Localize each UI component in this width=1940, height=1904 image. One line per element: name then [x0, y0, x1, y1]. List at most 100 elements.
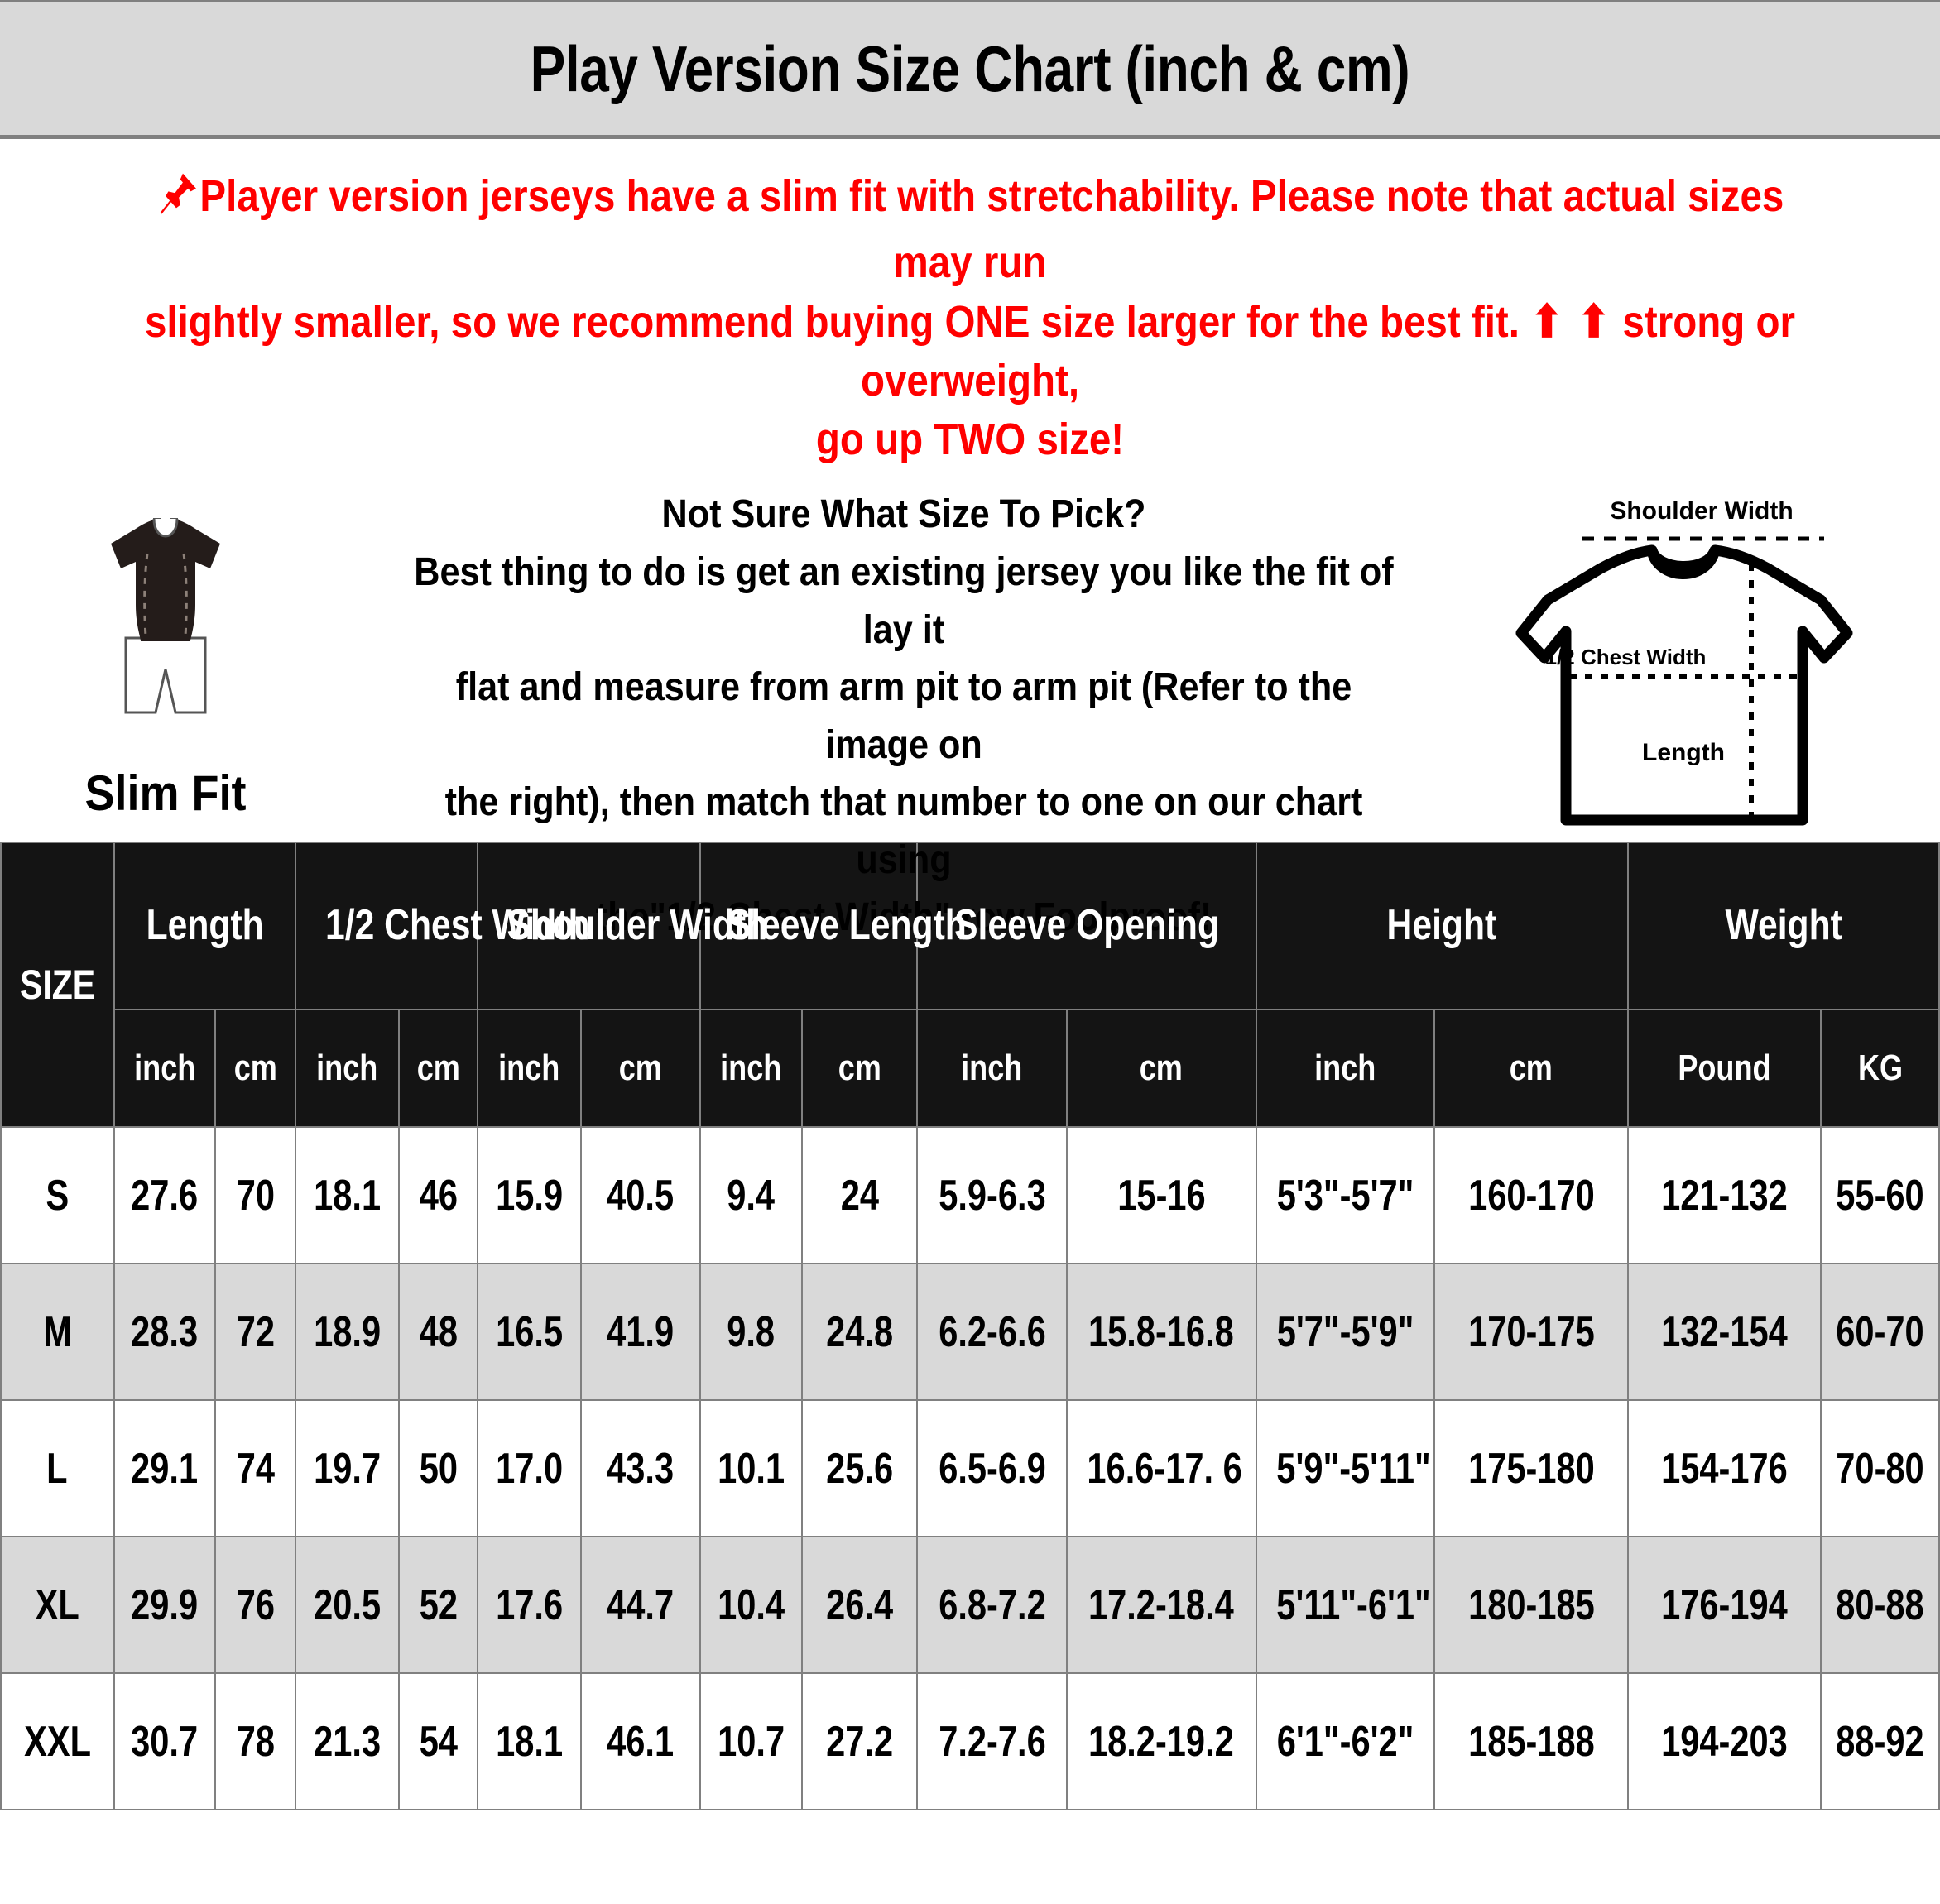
guide-body-line-2: flat and measure from arm pit to arm pit…	[455, 665, 1352, 767]
cell-value: 74	[214, 1399, 297, 1538]
cell-value: 5.9-6.3	[916, 1126, 1068, 1265]
cell-value: 50	[397, 1399, 479, 1538]
cell-value: 52	[397, 1536, 479, 1675]
table-row: L 29.1 74 19.7 50 17.0 43.3 10.1 25.6 6.5-6.9 16.6…	[0, 1399, 1940, 1538]
cell-value: 21.3	[295, 1672, 400, 1811]
half-chest-width-label: 1/2 Chest Width	[1545, 645, 1707, 669]
unit-weight-pound: Pound	[1626, 1009, 1822, 1129]
slim-fit-label: Slim Fit	[84, 765, 247, 822]
cell-value: 10.1	[699, 1399, 803, 1538]
cell-value: 20.5	[295, 1536, 400, 1675]
unit-length-cm: cm	[214, 1009, 297, 1129]
cell-value: 27.6	[113, 1126, 217, 1265]
cell-value: 44.7	[579, 1536, 701, 1675]
cell-value: 15.9	[477, 1126, 582, 1265]
cell-value: 80-88	[1820, 1536, 1940, 1675]
unit-length-inch: inch	[113, 1009, 217, 1129]
notice-line-1: Player version jerseys have a slim fit w…	[199, 171, 1784, 288]
guide-body-line-4: the"1/2 Chest Width" row.Foolproof!	[595, 895, 1212, 940]
cell-value: 9.4	[699, 1126, 803, 1265]
col-header-height: Height	[1255, 842, 1629, 1011]
col-header-size: SIZE	[0, 842, 115, 1129]
unit-sleeve-length-cm: cm	[800, 1009, 919, 1129]
cell-value: 132-154	[1626, 1263, 1822, 1402]
cell-value: 72	[214, 1263, 297, 1402]
cell-value: 16.6-17. 6	[1065, 1399, 1257, 1538]
cell-value: 40.5	[579, 1126, 701, 1265]
notice-line-3: go up TWO size!	[815, 415, 1125, 465]
cell-size: M	[0, 1263, 115, 1402]
cell-value: 10.4	[699, 1536, 803, 1675]
unit-height-cm: cm	[1433, 1009, 1629, 1129]
tshirt-measurement-diagram: Shoulder Width 1/2 Chest Width Length	[1477, 486, 1940, 847]
cell-value: 175-180	[1433, 1399, 1629, 1538]
table-head: SIZE Length 1/2 Chest Width Shoulder Wid…	[0, 842, 1940, 1129]
cell-value: 70	[214, 1126, 297, 1265]
cell-value: 78	[214, 1672, 297, 1811]
cell-value: 17.2-18.4	[1065, 1536, 1257, 1675]
guide-body-line-1: Best thing to do is get an existing jers…	[414, 549, 1394, 652]
cell-value: 185-188	[1433, 1672, 1629, 1811]
cell-value: 5'7"-5'9"	[1255, 1263, 1436, 1402]
up-arrow-icon: ⬆ ⬆	[1530, 296, 1612, 347]
cell-value: 25.6	[800, 1399, 919, 1538]
table-row: XL 29.9 76 20.5 52 17.6 44.7 10.4 26.4 6.8-7.2 17.…	[0, 1536, 1940, 1675]
cell-value: 29.1	[113, 1399, 217, 1538]
cell-value: 18.1	[477, 1672, 582, 1811]
guide-heading: Not Sure What Size To Pick?	[661, 492, 1146, 537]
col-header-length: Length	[113, 842, 297, 1011]
col-header-sleeve-opening: Sleeve Opening	[916, 842, 1257, 1011]
cell-value: 46.1	[579, 1672, 701, 1811]
cell-value: 7.2-7.6	[916, 1672, 1068, 1811]
slim-fit-block: Slim Fit	[0, 486, 331, 822]
cell-value: 6.8-7.2	[916, 1536, 1068, 1675]
cell-value: 28.3	[113, 1263, 217, 1402]
cell-value: 70-80	[1820, 1399, 1940, 1538]
cell-value: 46	[397, 1126, 479, 1265]
cell-value: 121-132	[1626, 1126, 1822, 1265]
cell-value: 26.4	[800, 1536, 919, 1675]
cell-size: XXL	[0, 1672, 115, 1811]
size-notice: Player version jerseys have a slim fit w…	[0, 139, 1940, 477]
cell-value: 88-92	[1820, 1672, 1940, 1811]
size-chart-table: SIZE Length 1/2 Chest Width Shoulder Wid…	[0, 842, 1940, 1811]
unit-shoulder-inch: inch	[477, 1009, 582, 1129]
unit-sleeve-opening-cm: cm	[1065, 1009, 1257, 1129]
unit-height-inch: inch	[1255, 1009, 1436, 1129]
size-guide-text: Not Sure What Size To Pick? Best thing t…	[331, 486, 1477, 947]
cell-value: 6.5-6.9	[916, 1399, 1068, 1538]
cell-value: 43.3	[579, 1399, 701, 1538]
cell-value: 16.5	[477, 1263, 582, 1402]
cell-value: 5'11"-6'1"	[1255, 1536, 1436, 1675]
length-label: Length	[1642, 739, 1725, 766]
cell-value: 76	[214, 1536, 297, 1675]
chart-title-bar: Play Version Size Chart (inch & cm)	[0, 0, 1940, 139]
cell-value: 170-175	[1433, 1263, 1629, 1402]
table-row: XXL 30.7 78 21.3 54 18.1 46.1 10.7 27.2 7.2-7.6 18…	[0, 1672, 1940, 1811]
cell-value: 17.6	[477, 1536, 582, 1675]
col-header-sleeve-length: Sleeve Length	[699, 842, 967, 1011]
cell-value: 18.9	[295, 1263, 400, 1402]
cell-value: 54	[397, 1672, 479, 1811]
cell-value: 194-203	[1626, 1672, 1822, 1811]
cell-value: 10.7	[699, 1672, 803, 1811]
cell-value: 48	[397, 1263, 479, 1402]
page-title: Play Version Size Chart (inch & cm)	[530, 31, 1410, 105]
cell-size: S	[0, 1126, 115, 1265]
col-header-shoulder-width: Shoulder Width	[477, 842, 768, 1011]
cell-value: 60-70	[1820, 1263, 1940, 1402]
shoulder-width-label: Shoulder Width	[1610, 497, 1793, 525]
cell-value: 176-194	[1626, 1536, 1822, 1675]
cell-value: 6'1"-6'2"	[1255, 1672, 1436, 1811]
cell-size: XL	[0, 1536, 115, 1675]
unit-chest-inch: inch	[295, 1009, 400, 1129]
table-row: S 27.6 70 18.1 46 15.9 40.5 9.4 24 5.9-6.3 15-16 5'…	[0, 1126, 1940, 1265]
cell-value: 24.8	[800, 1263, 919, 1402]
slim-fit-jersey-icon	[0, 499, 331, 743]
table-row: M 28.3 72 18.9 48 16.5 41.9 9.8 24.8 6.2-6.6 15.8-…	[0, 1263, 1940, 1402]
unit-shoulder-cm: cm	[579, 1009, 701, 1129]
cell-value: 55-60	[1820, 1126, 1940, 1265]
unit-chest-cm: cm	[397, 1009, 479, 1129]
pushpin-icon	[156, 170, 199, 233]
